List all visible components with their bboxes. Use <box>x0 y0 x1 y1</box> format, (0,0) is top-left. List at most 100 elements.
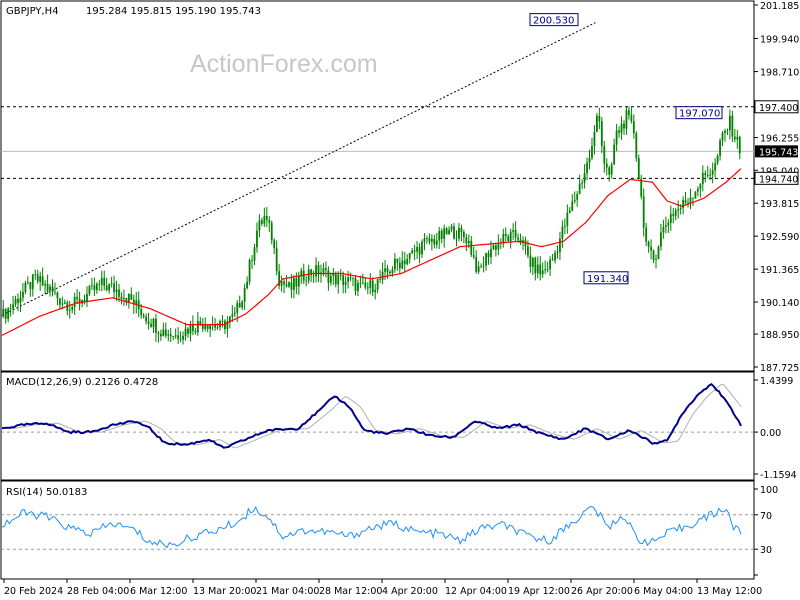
candle-body <box>628 110 630 116</box>
candle-body <box>546 269 549 270</box>
candle-body <box>182 335 184 340</box>
candle-body <box>736 136 739 140</box>
candle-body <box>507 236 510 242</box>
candle-body <box>361 282 364 284</box>
candle-body <box>167 334 170 336</box>
candle-body <box>433 238 436 245</box>
candle-body <box>329 275 332 283</box>
candle-body <box>177 335 180 339</box>
macd-y-axis: 1.4399 0.00 -1.1594 <box>754 376 797 481</box>
macd-series <box>1 382 754 449</box>
candle-body <box>17 298 19 303</box>
candle-body <box>236 303 239 313</box>
candle-body <box>411 250 414 253</box>
candle-body <box>256 230 258 248</box>
candle-body <box>123 297 125 299</box>
y-tick-label: 199.940 <box>760 34 799 45</box>
candle-body <box>684 200 687 203</box>
candle-body <box>56 292 59 299</box>
candle-body <box>268 220 271 224</box>
candle-body <box>113 283 115 292</box>
candle-body <box>352 278 354 280</box>
annotation-label: 200.530 <box>533 16 574 27</box>
candle-body <box>660 232 662 247</box>
candle-body <box>140 308 143 316</box>
candle-body <box>339 275 342 276</box>
candle-body <box>509 231 512 242</box>
candle-body <box>322 268 325 273</box>
candle-body <box>480 266 483 268</box>
candle-body <box>672 213 675 216</box>
annotation-box <box>583 271 629 285</box>
candle-body <box>408 252 411 259</box>
candle-body <box>403 260 406 265</box>
candle-body <box>642 196 645 228</box>
candle-body <box>527 246 529 256</box>
candle-body <box>475 257 478 272</box>
candle-body <box>674 210 677 216</box>
rsi-y-tick-label: 100 <box>760 485 778 496</box>
candle-body <box>504 234 507 237</box>
candle-body <box>726 130 729 132</box>
candle-body <box>406 258 409 265</box>
candle-body <box>83 299 86 302</box>
candle-body <box>354 278 357 292</box>
candle-body <box>440 230 443 239</box>
candle-body <box>716 155 719 164</box>
candle-body <box>706 175 709 176</box>
x-tick-label: 6 May 04:00 <box>634 586 693 597</box>
candle-body <box>169 334 172 337</box>
candle-body <box>655 259 657 260</box>
x-axis: 20 Feb 2024 28 Feb 04:00 6 Mar 12:00 13 Mar… <box>3 579 762 597</box>
x-tick-label: 13 May 12:00 <box>697 586 762 597</box>
candle-body <box>327 270 330 283</box>
candle-body <box>578 183 581 194</box>
candle-body <box>435 240 438 245</box>
x-tick-label: 12 Apr 04:00 <box>445 586 507 597</box>
candle-body <box>467 240 470 244</box>
candle-body <box>517 237 519 240</box>
candle-body <box>251 259 253 261</box>
candle-body <box>704 173 707 176</box>
candle-body <box>132 299 135 305</box>
candle-body <box>652 250 655 260</box>
candle-body <box>379 279 382 280</box>
annotation-box <box>529 13 579 27</box>
y-tick-label: 192.590 <box>760 232 799 243</box>
candle-body <box>477 266 480 272</box>
x-tick-label: 21 Mar 04:00 <box>256 586 319 597</box>
candle-body <box>502 234 505 244</box>
candle-body <box>371 280 374 293</box>
candle-body <box>423 238 426 242</box>
candle-body <box>534 257 537 274</box>
candle-body <box>512 230 515 232</box>
y-tick-label: 198.710 <box>760 68 799 79</box>
price-tag <box>755 145 798 158</box>
candle-body <box>179 338 182 340</box>
candle-body <box>618 130 620 133</box>
candle-body <box>635 133 638 159</box>
candle-body <box>591 145 593 159</box>
candle-body <box>174 335 177 337</box>
candle-body <box>78 298 81 304</box>
candle-body <box>224 320 226 330</box>
candle-body <box>692 197 694 199</box>
candle-body <box>115 289 118 292</box>
candle-body <box>164 329 167 336</box>
macd-panel <box>0 371 755 481</box>
candle-body <box>61 303 64 305</box>
candle-body <box>588 158 591 163</box>
candle-body <box>275 248 278 272</box>
candle-body <box>103 277 106 286</box>
macd-y-tick-label: -1.1594 <box>760 470 797 481</box>
candle-body <box>263 215 266 224</box>
candle-body <box>608 167 611 175</box>
price-tag-label: 194.740 <box>759 174 798 185</box>
candle-body <box>91 285 93 287</box>
candle-body <box>374 289 377 293</box>
candle-body <box>709 174 712 176</box>
macd-y-tick-label: 1.4399 <box>760 376 793 387</box>
y-tick-label: 201.185 <box>760 1 799 12</box>
candle-body <box>246 281 249 289</box>
candle-body <box>206 325 209 329</box>
